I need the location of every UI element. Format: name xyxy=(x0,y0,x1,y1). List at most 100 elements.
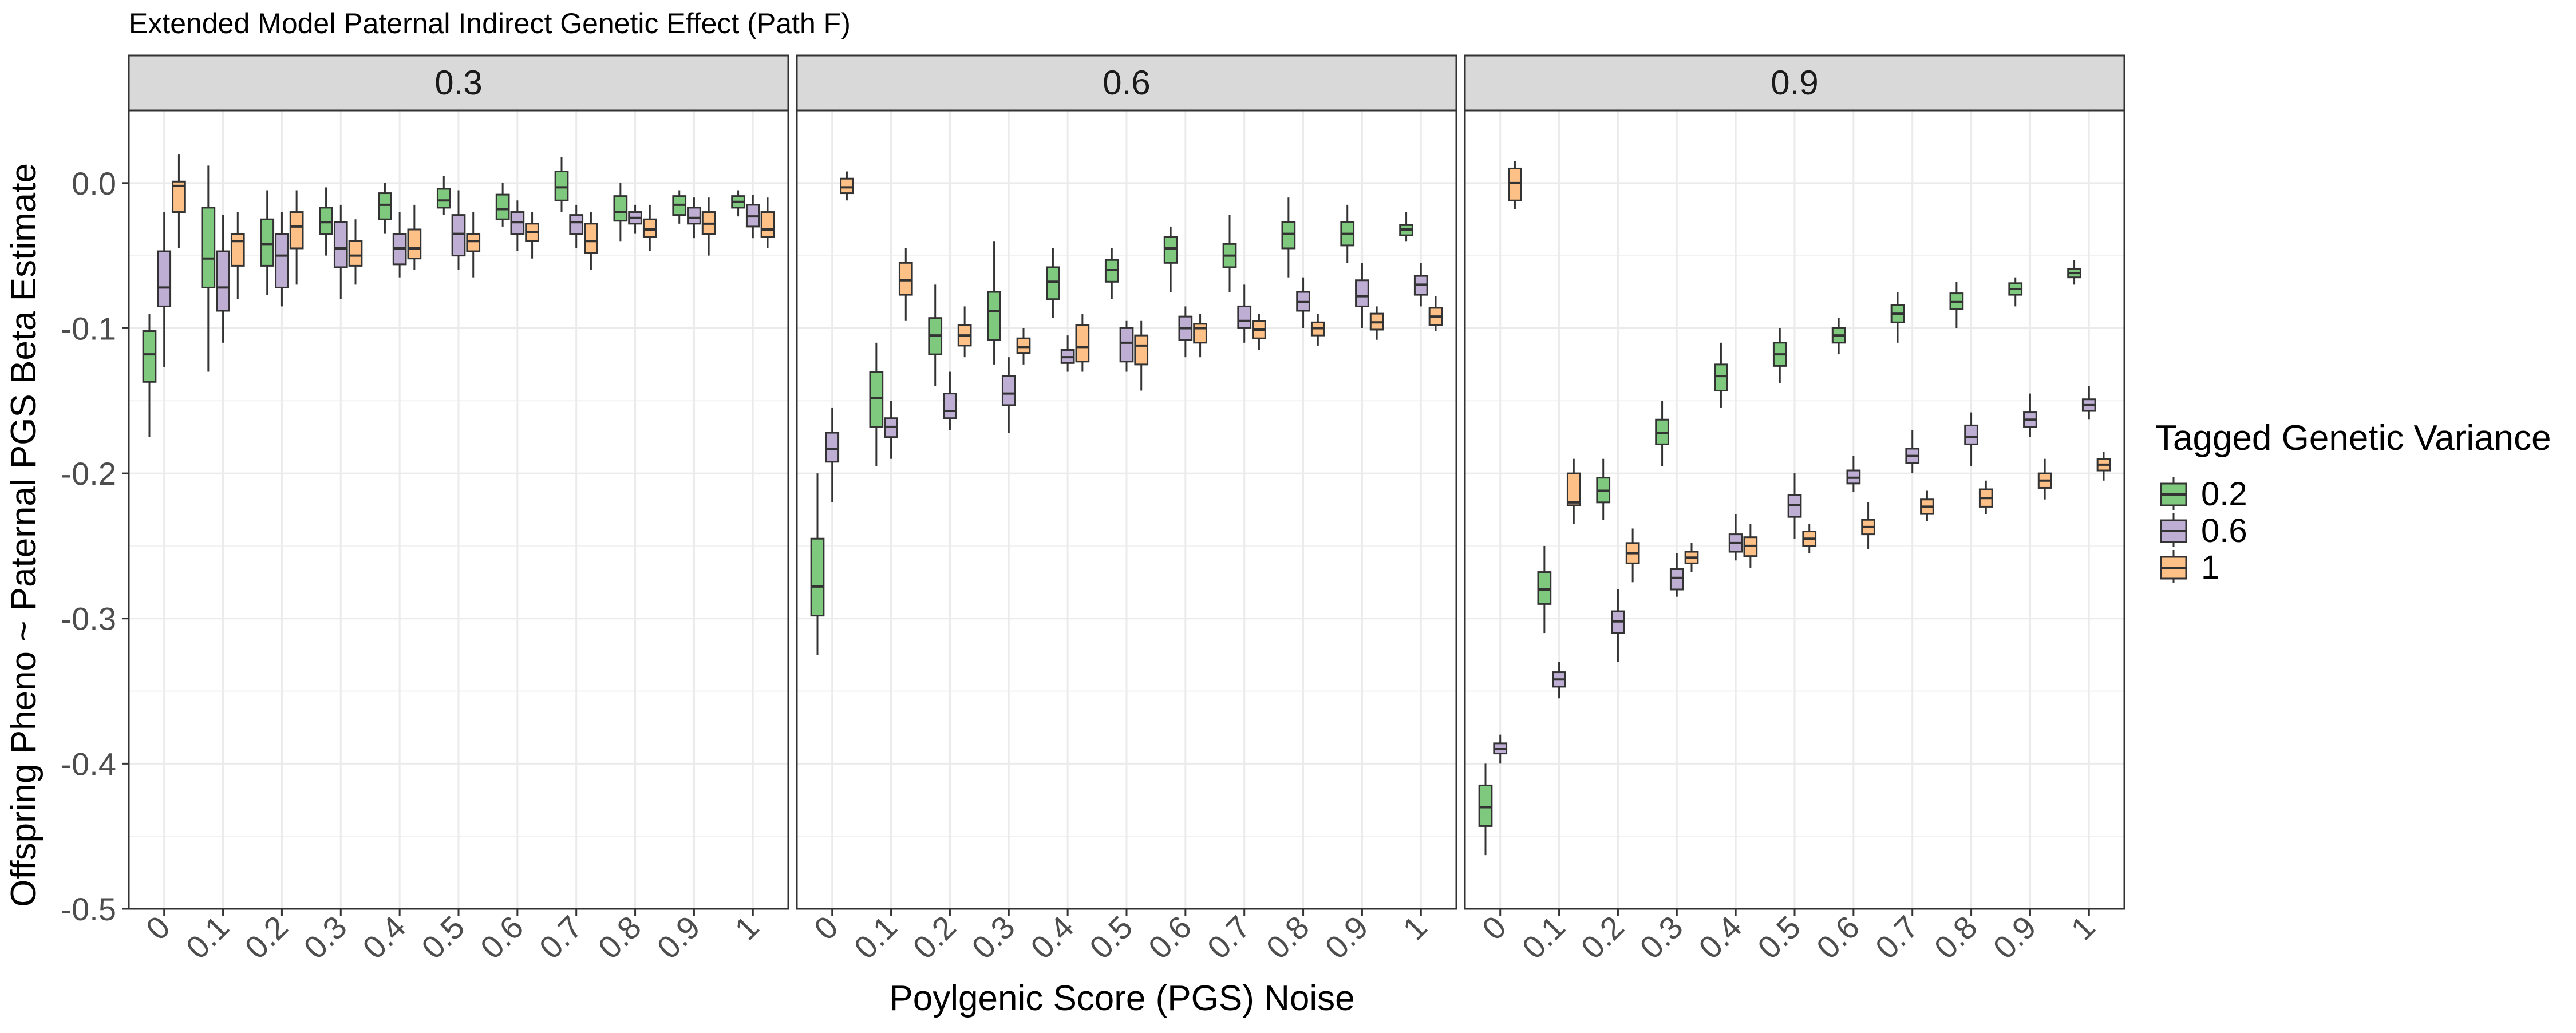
legend: Tagged Genetic Variance 0.20.61 xyxy=(2155,418,2551,586)
series-0.6 xyxy=(157,190,760,367)
box-0.9 xyxy=(672,190,687,224)
box-0.1 xyxy=(1537,545,1552,634)
box-0.2 xyxy=(1611,589,1625,662)
box-body xyxy=(1134,334,1149,366)
box-0.3 xyxy=(1001,357,1016,433)
box-body xyxy=(260,218,275,267)
box-0 xyxy=(825,407,840,502)
box-body xyxy=(613,195,628,222)
box-body xyxy=(825,432,840,463)
box-0.2 xyxy=(943,371,957,430)
facet-panel-0.3: 0.30 0.1 0.2 0.3 0.4 0.5 0.6 0.7 0.8 0.9 10.0-0.1-… xyxy=(61,54,789,966)
box-0.1 xyxy=(216,215,230,343)
series-0.6 xyxy=(1493,386,2096,764)
box-0.8 xyxy=(642,204,657,252)
box-0.5 xyxy=(466,212,481,278)
box-0.4 xyxy=(392,212,407,278)
box-0.5 xyxy=(1772,328,1787,383)
box-0.5 xyxy=(1787,473,1802,539)
box-body xyxy=(407,228,422,260)
box-1 xyxy=(2096,452,2111,481)
box-body xyxy=(275,233,289,288)
box-0.4 xyxy=(407,204,422,270)
legend-entries: 0.20.61 xyxy=(2160,476,2247,586)
facet-strip-label: 0.9 xyxy=(1771,64,1818,102)
box-0.5 xyxy=(436,176,451,215)
box-0.5 xyxy=(1134,320,1149,391)
box-0.2 xyxy=(957,306,972,358)
box-0.7 xyxy=(569,204,584,248)
box-1 xyxy=(745,195,760,239)
box-body xyxy=(1075,324,1090,363)
box-body xyxy=(1714,363,1728,392)
box-0.9 xyxy=(1340,204,1355,263)
box-0.1 xyxy=(884,401,898,459)
box-0.4 xyxy=(1728,514,1743,561)
legend-entry-0.6: 0.6 xyxy=(2160,512,2247,549)
box-0.6 xyxy=(1831,318,1846,355)
box-body xyxy=(1964,424,1978,445)
box-body xyxy=(333,221,348,268)
box-0.1 xyxy=(869,342,884,466)
y-tick-label: -0.2 xyxy=(61,456,117,492)
box-body xyxy=(898,262,913,296)
box-body xyxy=(201,207,216,288)
box-0.6 xyxy=(1846,456,1861,493)
box-0.3 xyxy=(987,241,1001,365)
box-0.2 xyxy=(928,284,943,386)
box-0 xyxy=(810,473,825,655)
box-body xyxy=(569,214,584,235)
box-0 xyxy=(1478,763,1493,856)
box-0.8 xyxy=(628,204,642,234)
box-body xyxy=(289,211,304,250)
box-1 xyxy=(1399,212,1413,242)
legend-label: 0.6 xyxy=(2201,512,2247,549)
box-body xyxy=(1237,305,1252,329)
box-0 xyxy=(172,154,186,248)
box-0.2 xyxy=(275,212,289,307)
box-0.9 xyxy=(2008,277,2023,307)
box-body xyxy=(466,233,481,252)
box-1 xyxy=(1428,296,1443,331)
y-tick-label: -0.5 xyxy=(61,891,117,927)
box-0.3 xyxy=(348,219,363,285)
box-body xyxy=(348,240,363,267)
box-1 xyxy=(760,197,775,248)
box-0.4 xyxy=(1714,342,1728,408)
box-body xyxy=(760,211,775,238)
box-0.6 xyxy=(525,212,539,259)
box-0.6 xyxy=(510,200,525,252)
box-body xyxy=(451,214,466,257)
box-0.4 xyxy=(1743,524,1758,568)
box-0.2 xyxy=(289,190,304,285)
box-body xyxy=(230,233,245,267)
box-0.7 xyxy=(554,157,569,212)
box-0.8 xyxy=(1964,412,1978,466)
box-0.6 xyxy=(1861,502,1875,549)
box-body xyxy=(810,537,825,617)
box-0.1 xyxy=(201,165,216,372)
box-body xyxy=(1193,323,1207,344)
box-0.8 xyxy=(1281,197,1296,278)
box-body xyxy=(840,177,854,195)
box-0.1 xyxy=(230,212,245,299)
box-body xyxy=(216,250,230,312)
facet-panel-0.9: 0.90 0.1 0.2 0.3 0.4 0.5 0.6 0.7 0.8 0.9 1 xyxy=(1464,54,2125,966)
box-0.7 xyxy=(1920,490,1934,521)
box-0.8 xyxy=(1310,314,1325,346)
box-0.2 xyxy=(1596,458,1611,520)
series-1 xyxy=(840,171,1443,391)
box-0.3 xyxy=(1655,401,1669,466)
box-0.5 xyxy=(1104,248,1119,299)
legend-title: Tagged Genetic Variance xyxy=(2155,418,2551,458)
box-body xyxy=(584,223,598,254)
box-0 xyxy=(1508,161,1522,209)
box-0 xyxy=(157,212,172,367)
box-body xyxy=(1478,784,1493,827)
box-body xyxy=(1046,266,1060,300)
facet-strip xyxy=(796,54,1457,112)
box-0.1 xyxy=(1566,458,1581,524)
box-0.7 xyxy=(1252,314,1266,350)
box-0.7 xyxy=(1222,215,1237,292)
